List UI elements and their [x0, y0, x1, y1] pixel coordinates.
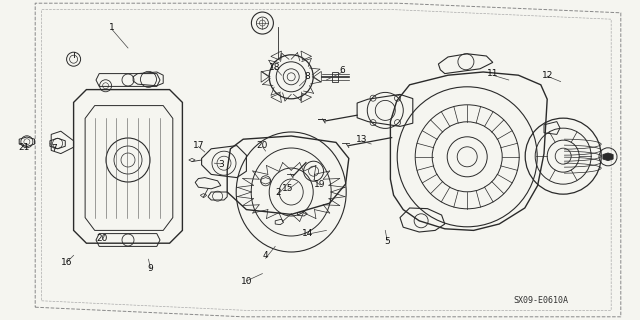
- Text: 14: 14: [301, 229, 313, 238]
- Text: 2: 2: [276, 188, 281, 196]
- Text: 16: 16: [61, 258, 73, 267]
- Text: 10: 10: [241, 277, 252, 286]
- Text: 5: 5: [385, 237, 390, 246]
- Text: 7: 7: [52, 144, 57, 153]
- Text: 15: 15: [282, 184, 294, 193]
- Text: 9: 9: [148, 264, 153, 273]
- Text: 18: 18: [269, 63, 281, 72]
- Text: 1: 1: [109, 23, 115, 32]
- Text: 11: 11: [487, 69, 499, 78]
- Text: 6: 6: [340, 66, 345, 75]
- Text: 20: 20: [257, 141, 268, 150]
- Polygon shape: [603, 153, 613, 161]
- Text: 4: 4: [263, 252, 268, 260]
- Text: 8: 8: [305, 72, 310, 81]
- Text: SX09-E0610A: SX09-E0610A: [513, 296, 568, 305]
- Text: 20: 20: [97, 234, 108, 243]
- Text: 13: 13: [356, 135, 367, 144]
- Text: 17: 17: [193, 141, 204, 150]
- Text: 3: 3: [218, 160, 223, 169]
- Text: 21: 21: [19, 143, 30, 152]
- Text: 19: 19: [314, 180, 326, 188]
- Text: 12: 12: [541, 71, 553, 80]
